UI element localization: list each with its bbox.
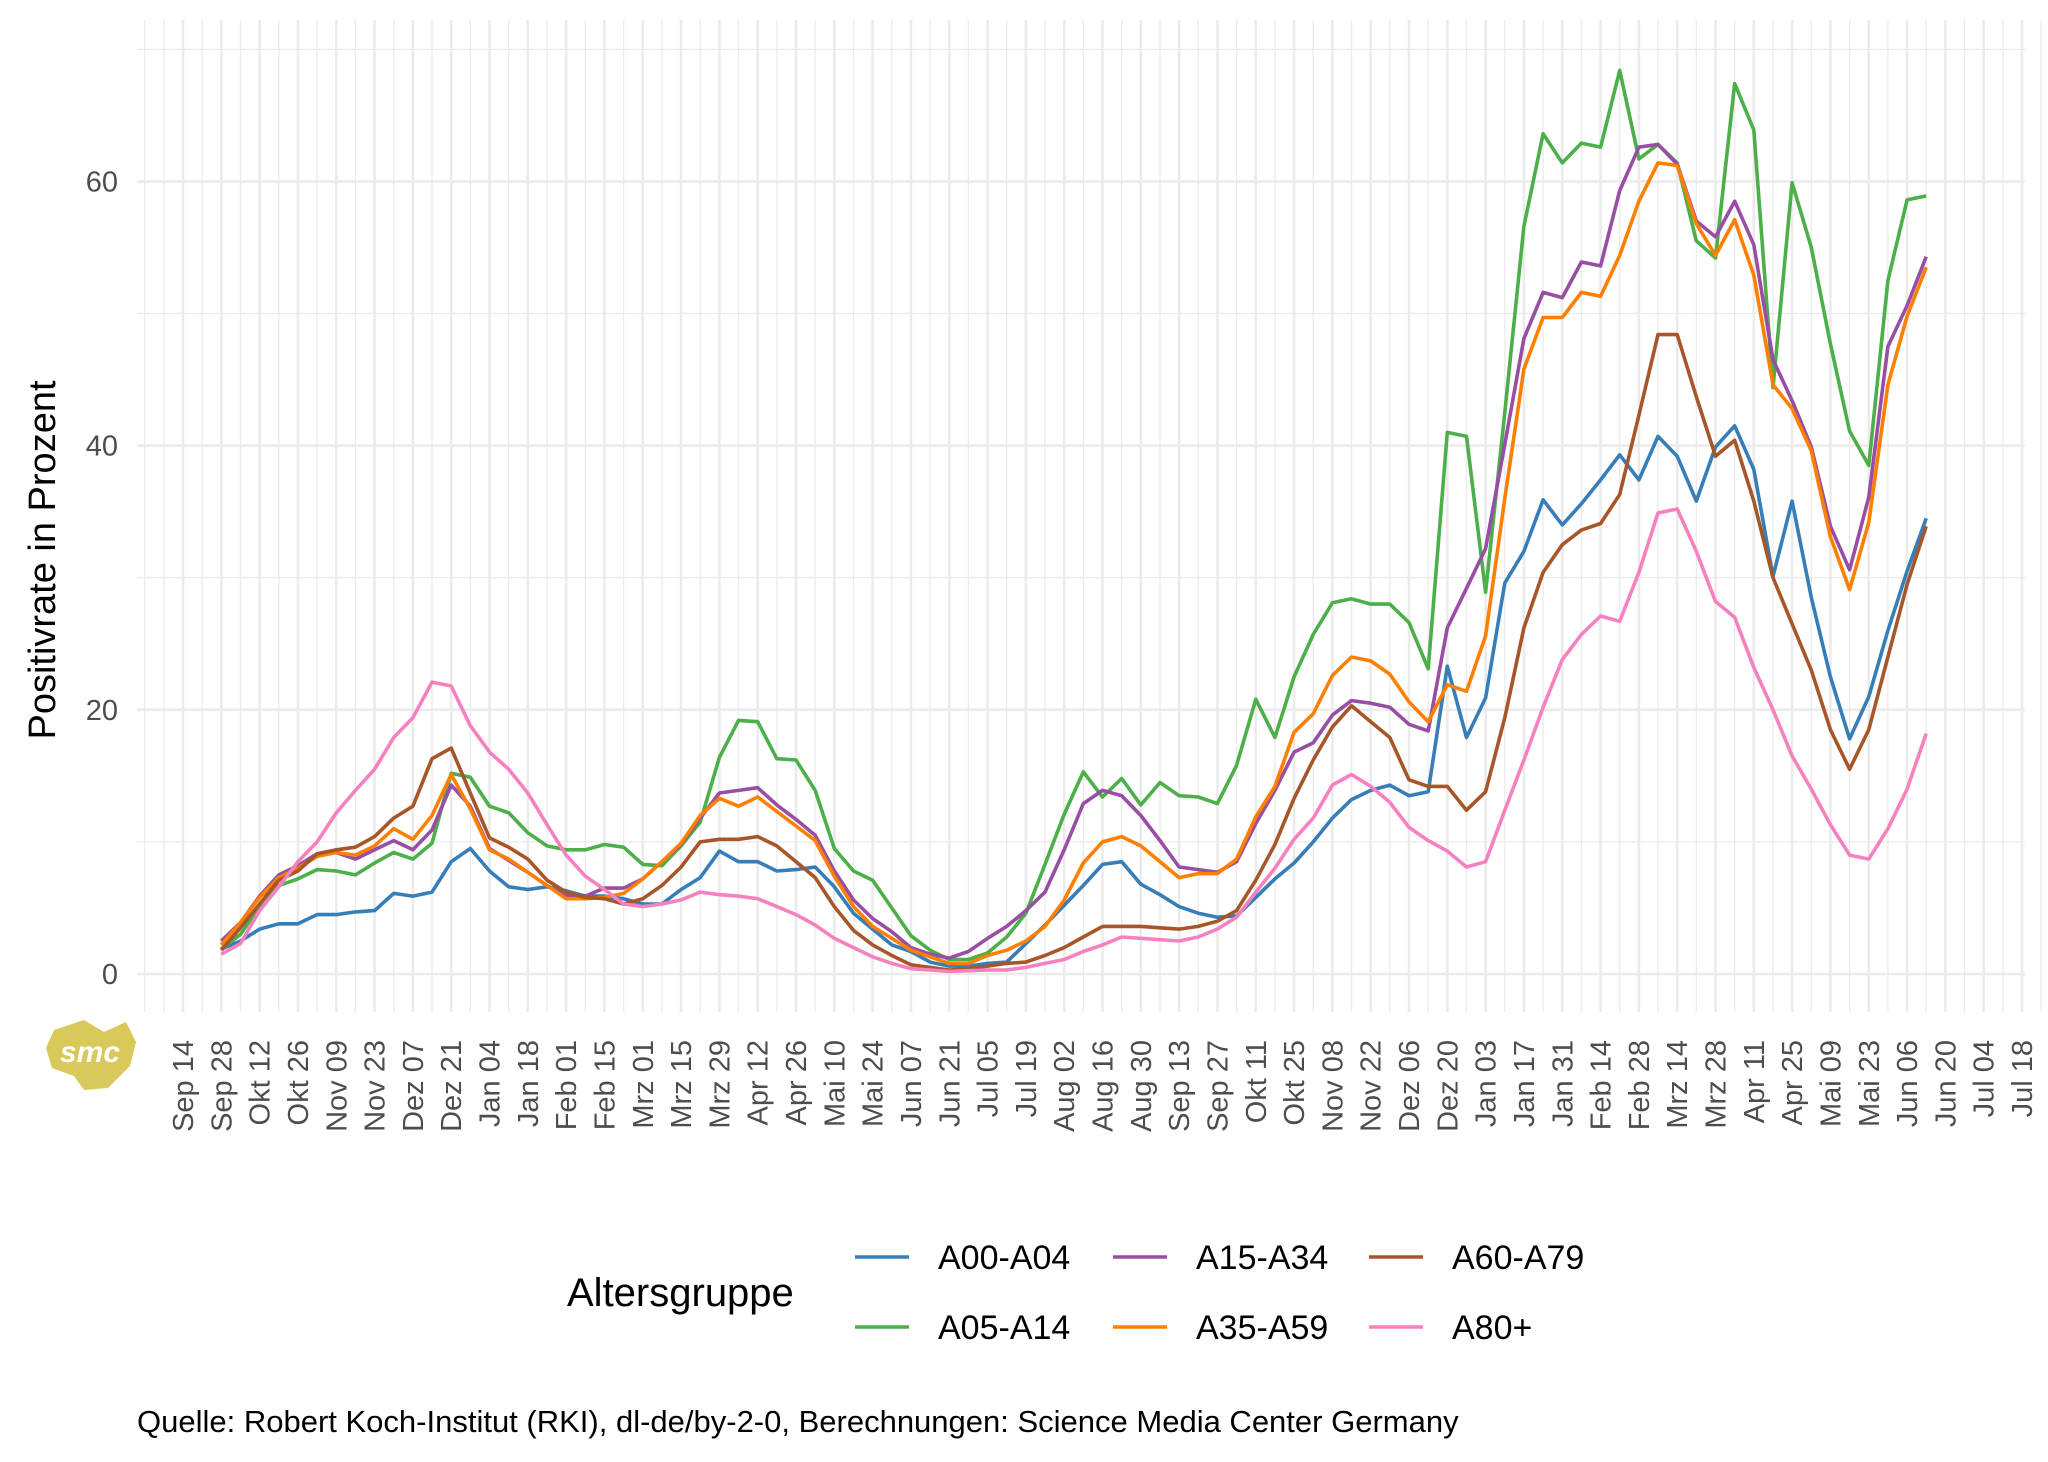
x-tick-label: Apr 25 (1777, 1040, 1809, 1125)
x-tick-label: Mrz 29 (704, 1040, 736, 1129)
legend-label: A15-A34 (1196, 1239, 1328, 1277)
chart-caption: Quelle: Robert Koch-Institut (RKI), dl-d… (137, 1404, 1459, 1439)
legend-label: A05-A14 (938, 1309, 1070, 1347)
legend-item: A60-A79 (1369, 1239, 1584, 1277)
y-tick-label: 40 (86, 431, 118, 463)
series-line-a35-a59 (219, 161, 1928, 966)
x-tick-label: Mrz 14 (1662, 1040, 1694, 1129)
x-tick-label: Aug 30 (1126, 1040, 1158, 1132)
x-tick-label: Feb 14 (1586, 1040, 1618, 1130)
legend-label: A80+ (1452, 1309, 1532, 1347)
x-tick-label: Jan 17 (1509, 1040, 1541, 1127)
x-tick-label: Jul 19 (1011, 1040, 1043, 1117)
legend: Altersgruppe A00-A04 A05-A14 A15-A34 A35-A5… (567, 1239, 1584, 1347)
x-tick-label: Dez 06 (1394, 1040, 1426, 1132)
y-axis-title: Positivrate in Prozent (22, 380, 64, 739)
x-tick-label: Feb 01 (551, 1040, 583, 1130)
x-tick-label: Dez 20 (1432, 1040, 1464, 1132)
x-tick-label: Mrz 15 (666, 1040, 698, 1129)
y-tick-label: 0 (102, 959, 118, 991)
x-tick-label: Okt 25 (1279, 1040, 1311, 1125)
x-tick-label: Mrz 01 (628, 1040, 660, 1129)
x-tick-label: Apr 12 (743, 1040, 775, 1125)
y-tick-label: 60 (86, 166, 118, 198)
x-tick-label: Aug 16 (1088, 1040, 1120, 1132)
y-axis-ticks: 0 20 40 60 (86, 166, 118, 991)
x-tick-label: Jun 06 (1892, 1040, 1924, 1127)
x-tick-label: Okt 26 (283, 1040, 315, 1125)
x-tick-label: Jun 21 (934, 1040, 966, 1127)
x-tick-label: Sep 28 (206, 1040, 238, 1132)
x-tick-label: Nov 08 (1317, 1040, 1349, 1132)
x-tick-label: Jan 18 (513, 1040, 545, 1127)
x-tick-label: Mrz 28 (1701, 1040, 1733, 1129)
x-tick-label: Sep 14 (168, 1040, 200, 1132)
legend-item: A15-A34 (1113, 1239, 1328, 1277)
series-line-a05-a14 (220, 68, 1927, 962)
plot-panel (137, 20, 2025, 1012)
x-tick-label: Jan 31 (1547, 1040, 1579, 1127)
x-tick-label: Jul 18 (2007, 1040, 2039, 1117)
x-tick-label: Aug 02 (1049, 1040, 1081, 1132)
legend-item: A80+ (1369, 1309, 1532, 1347)
x-tick-label: Jun 20 (1930, 1040, 1962, 1127)
x-tick-label: Apr 11 (1739, 1040, 1771, 1123)
x-tick-label: Nov 23 (360, 1040, 392, 1132)
x-tick-label: Apr 26 (781, 1040, 813, 1125)
series-lines (219, 68, 1928, 974)
x-axis-ticks: Sep 14 Sep 28 Okt 12 Okt 26 Nov 09 Nov 23 Dez … (168, 1040, 2039, 1132)
x-tick-label: Jun 07 (896, 1040, 928, 1127)
x-tick-label: Okt 11 (1241, 1040, 1273, 1123)
x-tick-label: Mai 24 (858, 1040, 890, 1127)
logo-shape (46, 1020, 136, 1090)
x-tick-label: Dez 21 (436, 1040, 468, 1132)
x-tick-label: Jul 04 (1969, 1040, 2001, 1117)
x-tick-label: Jul 05 (973, 1040, 1005, 1117)
series-line-a80- (220, 507, 1928, 974)
x-tick-label: Mai 09 (1815, 1040, 1847, 1127)
x-tick-label: Jan 03 (1471, 1040, 1503, 1127)
x-tick-label: Sep 13 (1164, 1040, 1196, 1132)
x-tick-label: Feb 28 (1624, 1040, 1656, 1130)
legend-label: A00-A04 (938, 1239, 1070, 1277)
x-tick-label: Dez 07 (398, 1040, 430, 1132)
legend-item: A00-A04 (855, 1239, 1070, 1277)
legend-title: Altersgruppe (567, 1271, 794, 1315)
x-tick-label: Okt 12 (245, 1040, 277, 1125)
x-tick-label: Nov 22 (1356, 1040, 1388, 1132)
x-tick-label: Nov 09 (321, 1040, 353, 1132)
series-line-a00-a04 (220, 423, 1928, 968)
x-tick-label: Mai 23 (1854, 1040, 1886, 1127)
logo-text: smc (60, 1036, 120, 1069)
x-tick-label: Sep 27 (1202, 1040, 1234, 1132)
legend-label: A35-A59 (1196, 1309, 1328, 1347)
legend-item: A35-A59 (1113, 1309, 1328, 1347)
x-tick-label: Jan 04 (475, 1040, 507, 1127)
smc-logo: smc (46, 1020, 136, 1090)
x-tick-label: Feb 15 (589, 1040, 621, 1130)
series-line-a60-a79 (219, 332, 1928, 972)
x-tick-label: Mai 10 (819, 1040, 851, 1127)
legend-item: A05-A14 (855, 1309, 1070, 1347)
y-tick-label: 20 (86, 695, 118, 727)
legend-label: A60-A79 (1452, 1239, 1584, 1277)
